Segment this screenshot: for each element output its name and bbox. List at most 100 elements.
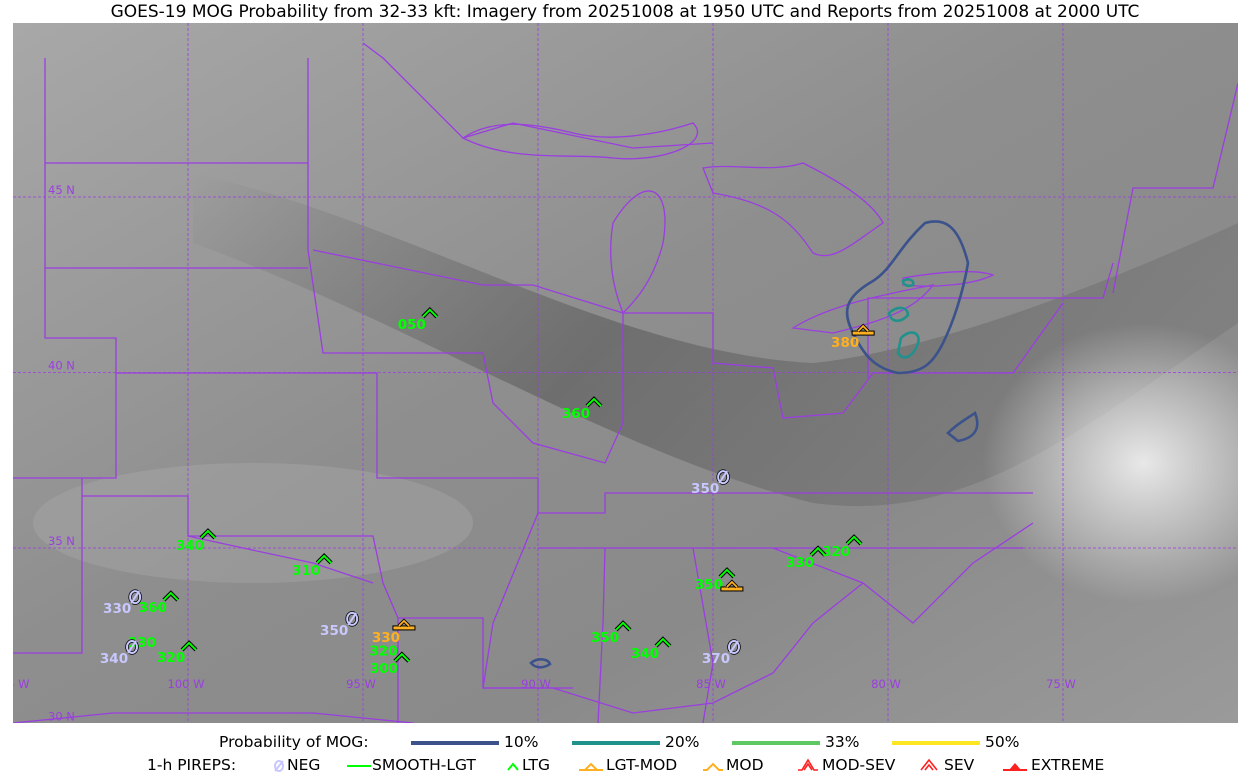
flight-level-label: 360 xyxy=(562,406,590,422)
pirep-report[interactable]: 320 xyxy=(369,643,397,659)
neg-icon-slash xyxy=(127,640,137,654)
flight-level-label: 330 xyxy=(372,630,400,646)
lgt-mod-icon xyxy=(726,580,738,588)
pirep-report[interactable]: 350 xyxy=(695,567,736,593)
pirep-legend-label: SMOOTH-LGT xyxy=(372,756,476,774)
pirep-report[interactable]: 380 xyxy=(831,323,875,351)
cloud-region xyxy=(33,463,473,583)
neg-icon-slash xyxy=(729,640,739,654)
pirep-report[interactable]: 330 xyxy=(786,545,827,571)
ltg-icon xyxy=(586,397,602,407)
pirep-report[interactable]: 300 xyxy=(370,651,411,677)
neg-icon-slash xyxy=(130,590,140,604)
mog-legend-label: 10% xyxy=(504,733,539,751)
neg-icon xyxy=(728,639,740,654)
lat-lon-grid xyxy=(13,23,1238,723)
ltg-icon xyxy=(810,546,826,556)
pirep-report[interactable]: 330 xyxy=(372,618,416,646)
mog-contour-20pct xyxy=(901,278,915,288)
pirep-legend-label: SEV xyxy=(944,756,975,774)
flight-level-label: 370 xyxy=(702,651,730,667)
pirep-report[interactable]: 310 xyxy=(292,553,333,579)
flight-level-label: 300 xyxy=(370,661,398,677)
pirep-legend-label: MOD-SEV xyxy=(822,756,896,774)
flight-level-label: 350 xyxy=(695,577,723,593)
pirep-report[interactable]: 320 xyxy=(157,640,198,666)
flight-level-label: 310 xyxy=(292,563,320,579)
pirep-report[interactable]: 050 xyxy=(398,307,439,333)
pirep-legend-label: NEG xyxy=(287,756,321,774)
flight-level-label: 320 xyxy=(369,643,397,659)
mog-contour-20pct xyxy=(896,331,920,359)
double-hat-icon xyxy=(798,758,818,771)
lon-label: 75 W xyxy=(1046,677,1076,691)
flight-level-label: 330 xyxy=(128,635,156,651)
pirep-report[interactable]: 350 xyxy=(320,611,359,639)
satellite-map: 105 W 100 W 95 W 90 W 85 W 80 W 75 W 45 N 40 N 35… xyxy=(13,23,1238,723)
lon-label: 80 W xyxy=(871,677,901,691)
pirep-report[interactable]: 370 xyxy=(702,639,741,667)
sev-icon xyxy=(920,758,938,771)
pirep-report[interactable]: 340 xyxy=(631,636,672,662)
pirep-report[interactable]: 350 xyxy=(691,469,730,497)
chevron-icon xyxy=(507,762,519,771)
pirep-report[interactable]: 360 xyxy=(562,396,603,422)
flight-level-label: 330 xyxy=(103,601,131,617)
pirep-legend-label: MOD xyxy=(726,756,764,774)
lat-label: 30 N xyxy=(48,710,75,724)
lgt-mod-icon-base xyxy=(720,586,744,592)
flight-level-label: 340 xyxy=(100,651,128,667)
pirep-report[interactable]: 330 xyxy=(128,635,156,651)
flight-level-label: 340 xyxy=(176,538,204,554)
mog-swatch-20 xyxy=(572,741,660,745)
lon-label: 85 W xyxy=(696,677,726,691)
pirep-report[interactable]: 320 xyxy=(822,534,863,560)
flight-level-label: 350 xyxy=(320,623,348,639)
neg-icon xyxy=(129,590,142,605)
ltg-icon xyxy=(394,652,410,662)
flight-level-label: 350 xyxy=(591,630,619,646)
flight-level-label: 360 xyxy=(139,600,167,616)
mog-legend-label: 33% xyxy=(825,733,860,751)
pirep-legend-label: EXTREME xyxy=(1031,756,1105,774)
lgt-mod-icon xyxy=(398,619,410,627)
grid-labels: 105 W 100 W 95 W 90 W 85 W 80 W 75 W 45 N 40 N 35… xyxy=(13,183,1076,723)
mog-swatch-10 xyxy=(411,741,499,745)
triangle-icon xyxy=(1003,763,1027,771)
lon-label: 95 W xyxy=(346,677,376,691)
mog-contour-10pct xyxy=(845,220,970,375)
lat-label: 40 N xyxy=(48,359,75,373)
ltg-icon xyxy=(719,568,735,578)
neg-icon xyxy=(126,639,138,654)
pirep-report[interactable]: 350 xyxy=(591,620,632,646)
lon-label: 100 W xyxy=(168,677,205,691)
ltg-icon xyxy=(200,529,216,539)
lon-label: 90 W xyxy=(521,677,551,691)
ltg-icon xyxy=(655,637,671,647)
map-title: GOES-19 MOG Probability from 32-33 kft: … xyxy=(110,2,1140,22)
pirep-legend-title: 1-h PIREPS: xyxy=(147,756,237,774)
lat-label: 45 N xyxy=(48,183,75,197)
mog-legend-title: Probability of MOG: xyxy=(219,733,369,751)
pirep-report[interactable]: 340 xyxy=(176,528,217,554)
flat-hat-icon xyxy=(579,762,603,771)
pirep-legend-label: LGT-MOD xyxy=(606,756,678,774)
flight-level-label: 050 xyxy=(398,317,426,333)
mog-legend-label: 50% xyxy=(985,733,1020,751)
pirep-report[interactable]: 360 xyxy=(139,590,180,616)
flight-level-label: 350 xyxy=(691,481,719,497)
mog-contours xyxy=(529,220,979,669)
pirep-report[interactable]: 330 xyxy=(103,589,142,617)
neg-icon xyxy=(274,760,284,772)
neg-icon-slash xyxy=(718,470,728,484)
pirep-report[interactable]: 340 xyxy=(100,639,139,667)
cloud-region xyxy=(983,323,1238,603)
neg-icon-slash xyxy=(347,612,357,626)
pirep-report[interactable] xyxy=(720,579,744,592)
neg-icon xyxy=(717,470,730,485)
lgt-mod-icon-base xyxy=(851,330,875,336)
ltg-icon xyxy=(316,554,332,564)
neg-icon xyxy=(346,611,359,626)
ltg-icon xyxy=(163,591,179,601)
